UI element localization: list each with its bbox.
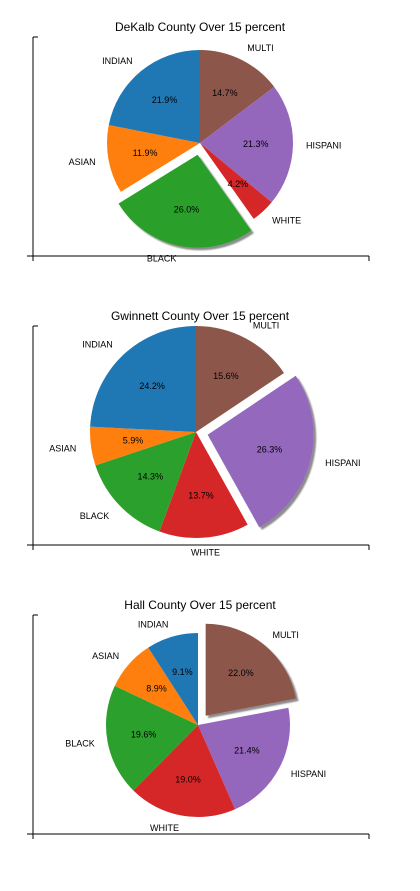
slice-category-label: INDIAN	[138, 619, 169, 629]
pie-slice-black	[106, 685, 198, 791]
slice-category-label: ASIAN	[92, 651, 119, 661]
slice-category-label: MULTI	[253, 320, 279, 330]
slice-percent-label: 19.0%	[175, 774, 201, 784]
slice-percent-label: 4.2%	[228, 179, 249, 189]
pie-slice-asian	[90, 426, 196, 466]
slice-percent-label: 19.6%	[131, 730, 157, 740]
chart-title: Hall County Over 15 percent	[124, 598, 276, 612]
slice-percent-label: 8.9%	[146, 684, 167, 694]
slice-percent-label: 21.9%	[152, 95, 178, 105]
slice-percent-label: 15.6%	[213, 371, 239, 381]
pie-slice-multi	[196, 326, 285, 432]
pie-slice-black	[95, 432, 196, 532]
pie-slice-multi	[205, 623, 297, 716]
slice-category-label: BLACK	[147, 254, 177, 264]
slice-category-label: BLACK	[65, 738, 95, 748]
slice-percent-label: 26.0%	[174, 204, 200, 214]
slice-percent-label: 21.3%	[243, 139, 269, 149]
slice-category-label: HISPANI	[325, 458, 360, 468]
pie-slice-asian	[107, 124, 200, 192]
pie-slice-hispani	[207, 375, 314, 528]
slice-category-label: MULTI	[247, 43, 273, 53]
slice-percent-label: 21.4%	[234, 746, 260, 756]
slice-category-label: WHITE	[272, 216, 301, 226]
pie-slice-indian	[90, 326, 196, 432]
pie-slice-multi	[200, 50, 275, 143]
slice-category-label: ASIAN	[69, 157, 96, 167]
slice-category-label: WHITE	[191, 547, 220, 557]
slice-percent-label: 5.9%	[123, 436, 144, 446]
slice-category-label: INDIAN	[82, 339, 113, 349]
slice-percent-label: 13.7%	[188, 490, 214, 500]
slice-percent-label: 14.3%	[138, 471, 164, 481]
pie-slice-white	[133, 725, 236, 817]
chart-title: DeKalb County Over 15 percent	[115, 20, 286, 34]
slice-category-label: INDIAN	[102, 56, 133, 66]
pie-chart-2: Gwinnett County Over 15 percent 15.6% MULT…	[27, 309, 370, 557]
pie-chart-3: Hall County Over 15 percent 22.0% MULTI 21.…	[27, 598, 370, 839]
pie-slice-asian	[114, 647, 198, 725]
pie-slice-black	[118, 154, 252, 248]
slice-percent-label: 14.7%	[212, 88, 238, 98]
slice-category-label: BLACK	[80, 511, 110, 521]
pie-slice-hispani	[200, 86, 293, 203]
pie-chart-1: DeKalb County Over 15 percent 14.7% MULTI 2…	[27, 20, 370, 264]
pie-slice-white	[159, 432, 248, 538]
slice-category-label: HISPANI	[306, 140, 341, 150]
slice-percent-label: 24.2%	[139, 381, 165, 391]
pie-slice-indian	[148, 633, 198, 725]
slice-category-label: MULTI	[273, 630, 299, 640]
pie-slice-hispani	[198, 707, 290, 810]
slice-category-label: WHITE	[150, 823, 179, 833]
slice-percent-label: 22.0%	[228, 668, 254, 678]
slice-category-label: HISPANI	[291, 769, 326, 779]
slice-percent-label: 11.9%	[133, 148, 158, 158]
slice-percent-label: 9.1%	[172, 667, 193, 677]
chart-title: Gwinnett County Over 15 percent	[111, 309, 290, 323]
pie-slice-indian	[108, 49, 200, 143]
slice-percent-label: 26.3%	[257, 445, 283, 455]
pie-slice-white	[200, 143, 272, 219]
slice-category-label: ASIAN	[49, 443, 76, 453]
